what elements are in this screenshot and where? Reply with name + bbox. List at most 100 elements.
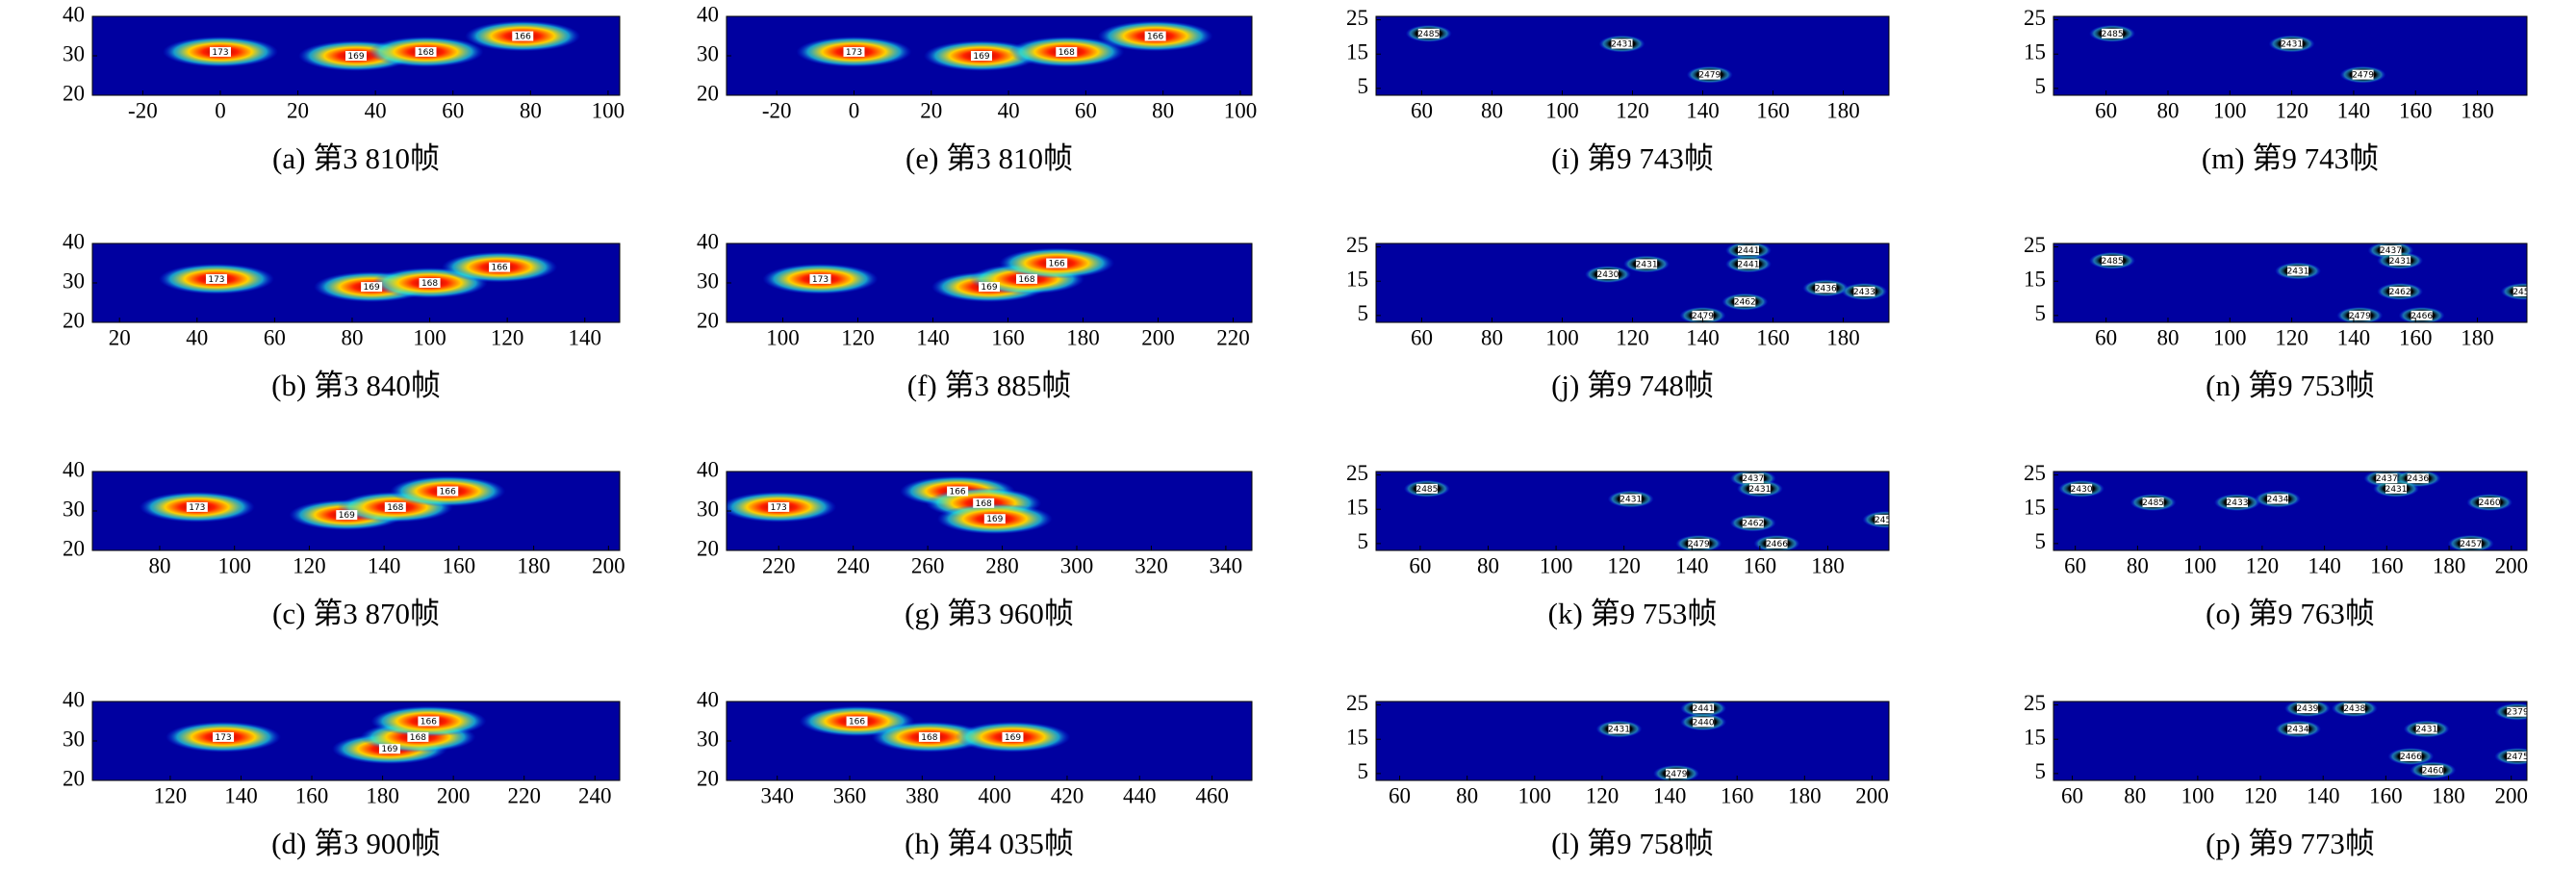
track-label: 166	[949, 488, 965, 498]
track-label-box	[2415, 724, 2437, 734]
caption: (n) 第9 753帧	[2206, 369, 2375, 402]
track-label: 2466	[1766, 540, 1788, 549]
track-label: 166	[421, 718, 437, 727]
track-label-box	[2071, 483, 2093, 494]
y-tick-label: 30	[697, 41, 719, 65]
y-tick-label: 30	[63, 41, 85, 65]
panel: 173 169 168 166 120 140 160 180 200 220 240 20 30 40 (…	[63, 687, 621, 860]
x-tick-label: 20	[109, 325, 131, 349]
track-label-box	[1766, 538, 1788, 549]
track-label-box	[1596, 269, 1619, 280]
y-tick-label: 15	[1346, 39, 1368, 64]
track-label: 2430	[1596, 270, 1619, 280]
track-label: 2479	[1688, 540, 1710, 549]
track-label: 2441	[1738, 260, 1760, 269]
track-label: 169	[981, 283, 997, 293]
y-tick-label: 30	[63, 497, 85, 521]
panel: 173 169 168 166 100 120 140 160 180 200 220 20 30 40 (…	[697, 229, 1253, 402]
x-tick-label: 160	[2399, 325, 2433, 349]
x-tick-label: 160	[1756, 325, 1790, 349]
track-label: 2437	[2376, 474, 2398, 484]
track-label-box	[407, 731, 429, 742]
track-label: 2436	[2407, 474, 2429, 484]
x-tick-label: 60	[1411, 98, 1433, 122]
track-label: 2441	[1738, 246, 1760, 256]
heat-layer: 173 169 168 166	[762, 247, 1115, 303]
x-tick-label: 160	[991, 325, 1025, 349]
panel: 2431 2441 2440 2479 60 80 100 120 140 160 180 200 5 1…	[1346, 691, 1890, 860]
track-label: 173	[189, 503, 205, 513]
x-tick-label: 60	[1409, 553, 1431, 577]
track-label-box	[2352, 69, 2374, 80]
track-label: 2479	[1666, 770, 1688, 779]
track-label-box	[345, 51, 367, 61]
heat-layer: 173 166 168 169	[727, 475, 1053, 535]
y-tick-label: 25	[1346, 461, 1368, 485]
track-label-box	[1875, 514, 1889, 524]
y-tick-label: 20	[63, 766, 85, 790]
x-tick-label: 400	[978, 783, 1011, 807]
plot-area	[1376, 16, 1889, 95]
caption: (e) 第3 810帧	[905, 141, 1073, 175]
y-tick-label: 20	[63, 308, 85, 332]
track-label-box	[2102, 255, 2124, 266]
panel: 173 166 168 169 220 240 260 280 300 320 340 20 30 40 (…	[697, 457, 1253, 630]
x-tick-label: 100	[2183, 553, 2217, 577]
x-tick-label: 220	[507, 783, 541, 807]
track-label: 2438	[2343, 704, 2365, 714]
panel: 173 169 168 166 20 40 60 80 100 120 140 20 30 40 (b) 第…	[63, 229, 621, 402]
x-tick-label: 300	[1060, 553, 1094, 577]
x-tick-label: 120	[841, 325, 875, 349]
y-tick-label: 25	[2024, 6, 2046, 30]
plot-frame	[1375, 701, 1890, 781]
track-label-box	[2507, 706, 2527, 717]
plot-frame	[2053, 15, 2528, 96]
track-label-box	[2385, 483, 2408, 494]
x-tick-label: 160	[443, 553, 476, 577]
track-label: 2466	[2400, 753, 2422, 762]
track-label-box	[1693, 703, 1715, 714]
track-label: 173	[212, 48, 228, 58]
track-label-box	[1046, 258, 1068, 268]
track-label-box	[489, 262, 511, 272]
track-label-box	[1692, 310, 1714, 320]
y-tick-label: 5	[1358, 301, 1369, 325]
caption: (k) 第9 753帧	[1548, 597, 1718, 630]
x-tick-label: 80	[2156, 325, 2179, 349]
caption: (j) 第9 748帧	[1551, 369, 1714, 402]
x-tick-label: 60	[1411, 325, 1433, 349]
track-label-box	[973, 498, 995, 508]
y-tick-label: 20	[697, 81, 719, 105]
x-tick-label: 160	[1744, 553, 1777, 577]
plot-area	[1376, 472, 1889, 550]
track-label-box	[2460, 538, 2482, 549]
x-tick-label: 460	[1195, 783, 1229, 807]
x-tick-label: 100	[2213, 98, 2247, 122]
y-tick-label: 30	[63, 727, 85, 751]
x-tick-label: 140	[2308, 553, 2341, 577]
track-label-box	[2281, 38, 2303, 49]
track-label: 2457	[2512, 288, 2535, 297]
track-label-box	[1002, 731, 1024, 742]
track-label-box	[1666, 768, 1688, 778]
track-label: 166	[491, 264, 507, 273]
x-tick-label: 140	[2337, 325, 2371, 349]
y-tick-label: 30	[697, 497, 719, 521]
x-tick-label: 180	[1811, 553, 1845, 577]
track-label-box	[2343, 703, 2365, 714]
track-label: 2475	[2507, 753, 2529, 762]
track-label-box	[2226, 498, 2248, 508]
y-tick-label: 40	[697, 229, 719, 253]
x-tick-label: 40	[365, 98, 387, 122]
track-label: 2485	[1417, 30, 1440, 39]
x-tick-label: 280	[985, 553, 1019, 577]
y-tick-label: 40	[63, 687, 85, 711]
track-label: 2437	[2380, 246, 2402, 256]
track-label-box	[809, 273, 831, 284]
y-tick-label: 20	[63, 536, 85, 560]
heat-layer: 2431 2441 2440 2479	[1595, 702, 1727, 780]
track-label-box	[2267, 494, 2289, 504]
